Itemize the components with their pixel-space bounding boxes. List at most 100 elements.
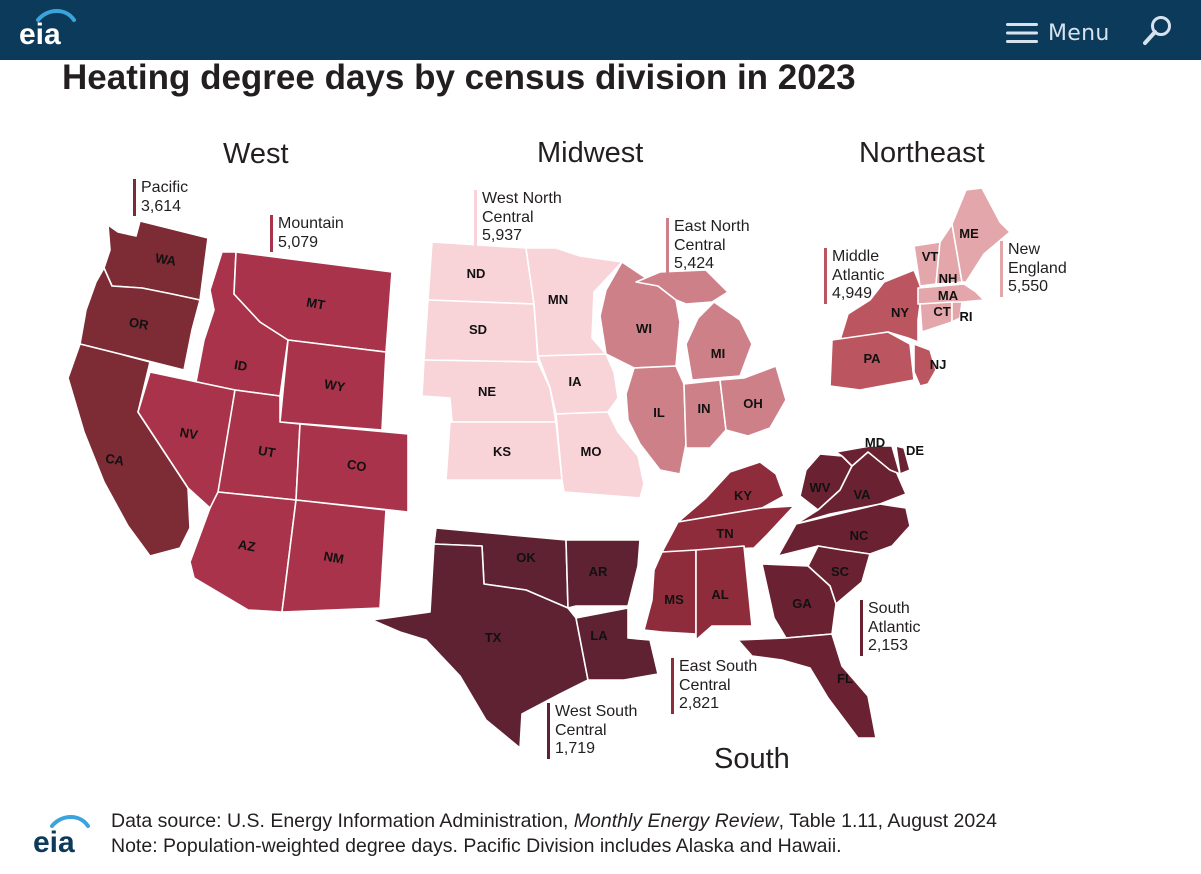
division-name: Middle [832,248,880,265]
menu-label: Menu [1048,20,1110,46]
menu-button[interactable]: Menu [1006,18,1110,48]
division-label-mountain: Mountain 5,079 [270,215,344,252]
state-label-MD: MD [865,435,885,450]
top-navigation-bar: eia Menu [0,0,1201,60]
state-label-UT: UT [257,443,277,461]
state-OR[interactable] [79,267,201,371]
region-south: South [714,743,790,775]
division-name-2: Central [679,676,731,694]
state-label-MS: MS [664,592,684,607]
state-MN[interactable] [525,247,623,357]
state-RI[interactable] [951,301,963,323]
state-labels: WA OR CA ID MT WY NV UT CO AZ NM ND SD N… [104,226,979,686]
division-name: New [1008,241,1041,258]
state-label-ME: ME [959,226,979,241]
state-label-NH: NH [939,271,958,286]
state-label-CA: CA [104,451,126,469]
division-name: East South [679,658,758,675]
state-IL[interactable] [625,365,687,475]
state-label-GA: GA [792,596,812,611]
region-northeast: Northeast [859,137,985,169]
division-label-west-south-central: West South Central 1,719 [547,703,637,759]
state-label-OH: OH [743,396,763,411]
state-AL[interactable] [695,545,753,641]
state-label-WA: WA [154,250,178,269]
division-label-east-south-central: East South Central 2,821 [671,658,757,714]
state-NM[interactable] [281,499,387,613]
division-name: Pacific [141,179,189,196]
state-OH[interactable] [719,365,787,437]
state-label-MA: MA [938,288,959,303]
state-GA[interactable] [761,563,837,639]
state-label-OR: OR [128,314,150,332]
division-value: 5,424 [674,255,715,272]
state-MO[interactable] [555,411,645,499]
state-label-AR: AR [589,564,608,579]
division-label-south-atlantic: South Atlantic 2,153 [860,600,920,656]
state-WY[interactable] [279,339,387,431]
state-label-VA: VA [853,487,871,502]
division-name-2: Atlantic [868,618,921,636]
state-DE[interactable] [895,445,911,475]
state-FL[interactable] [737,633,877,739]
division-name-2: Atlantic [832,266,885,284]
division-label-pacific: Pacific 3,614 [133,179,188,216]
division-value: 1,719 [555,740,596,757]
state-label-NM: NM [323,548,346,566]
state-NC[interactable] [777,503,911,557]
hamburger-icon [1006,23,1038,43]
state-label-WI: WI [636,321,652,336]
division-label-west-north-central: West North Central 5,937 [474,190,562,246]
state-label-PA: PA [863,351,881,366]
division-label-middle-atlantic: Middle Atlantic 4,949 [824,248,884,304]
division-name-2: England [1008,259,1067,277]
eia-logo[interactable]: eia [16,6,78,52]
note-line: Note: Population-weighted degree days. P… [111,835,842,857]
state-IA[interactable] [537,353,619,415]
division-value: 5,937 [482,227,523,244]
division-value: 5,079 [278,233,319,251]
svg-text:eia: eia [33,826,75,858]
state-MA[interactable] [917,283,985,305]
state-label-KY: KY [734,488,752,503]
search-icon[interactable] [1140,14,1174,48]
state-NJ[interactable] [913,343,937,387]
state-label-AZ: AZ [237,537,257,555]
state-CA[interactable] [67,343,191,557]
state-TX[interactable] [371,543,589,749]
state-IN[interactable] [683,379,727,449]
state-label-TX: TX [485,630,502,645]
svg-text:eia: eia [19,18,61,51]
page-title: Heating degree days by census division i… [62,58,856,97]
state-label-WY: WY [323,376,347,394]
division-name-2: Central [555,721,607,739]
division-value: 3,614 [141,197,182,215]
state-label-LA: LA [590,628,608,643]
state-label-NE: NE [478,384,496,399]
division-value: 5,550 [1008,278,1049,295]
state-label-MI: MI [711,346,725,361]
state-CO[interactable] [295,423,409,513]
state-label-CO: CO [346,456,368,474]
state-label-IN: IN [698,401,711,416]
division-name-2: Central [482,208,534,226]
division-name: South [868,600,910,617]
state-PA[interactable] [829,331,915,391]
state-MI[interactable] [635,269,753,381]
state-label-ID: ID [233,357,248,374]
division-label-new-england: New England 5,550 [1000,241,1067,297]
division-name: West North [482,190,562,207]
state-MD[interactable] [835,445,901,475]
state-label-MN: MN [548,292,568,307]
state-ME[interactable] [951,187,1011,283]
state-LA[interactable] [575,607,659,681]
state-label-MO: MO [581,444,602,459]
state-label-VT: VT [922,249,939,264]
division-name: East North [674,218,750,235]
data-source-note: Data source: U.S. Energy Information Adm… [111,809,997,859]
state-AR[interactable] [565,539,641,609]
region-midwest: Midwest [537,137,644,169]
state-label-IL: IL [653,405,665,420]
state-label-ND: ND [467,266,486,281]
